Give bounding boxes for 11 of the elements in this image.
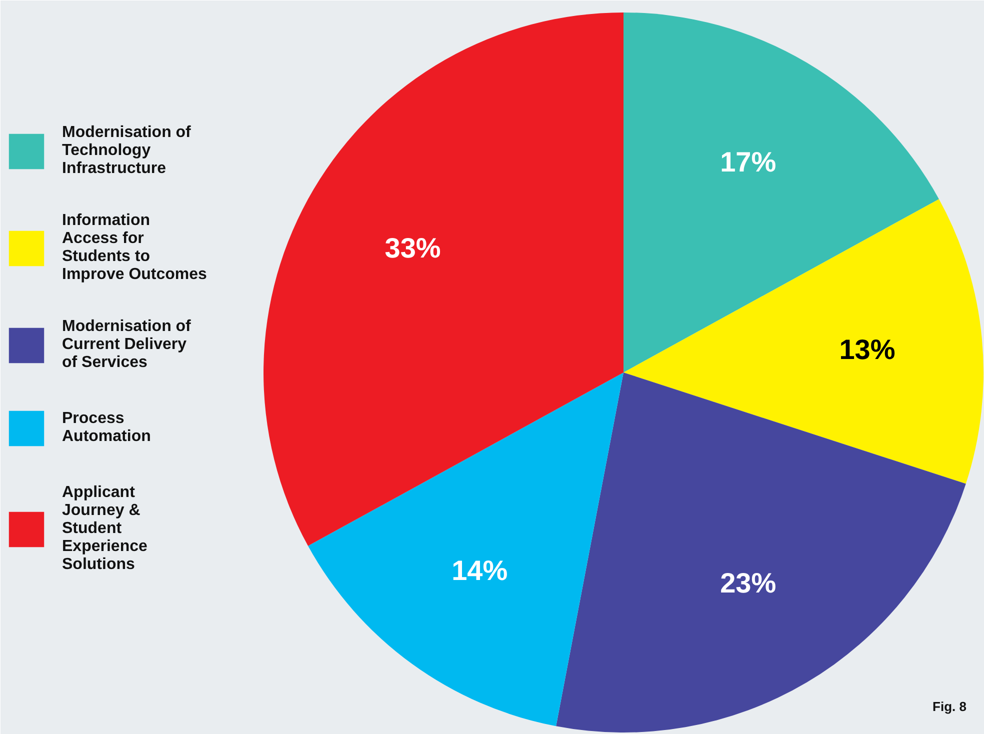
data-label: 33% <box>384 232 441 264</box>
data-label: 14% <box>452 555 508 586</box>
legend-label: Process Automation <box>62 410 151 446</box>
data-label: 17% <box>720 146 776 178</box>
legend-label: Applicant Journey & Student Experience Solutions <box>62 484 148 574</box>
caption: Fig. 8 <box>932 699 967 714</box>
data-label: 13% <box>839 334 896 365</box>
legend-label: Modernisation of Current Delivery of Services <box>62 318 191 372</box>
data-label: 23% <box>720 568 776 599</box>
legend-label: Modernisation of Technology Infrastructure <box>62 124 191 178</box>
legend-label: Information Access for Students to Improve Outcomes <box>62 212 207 284</box>
